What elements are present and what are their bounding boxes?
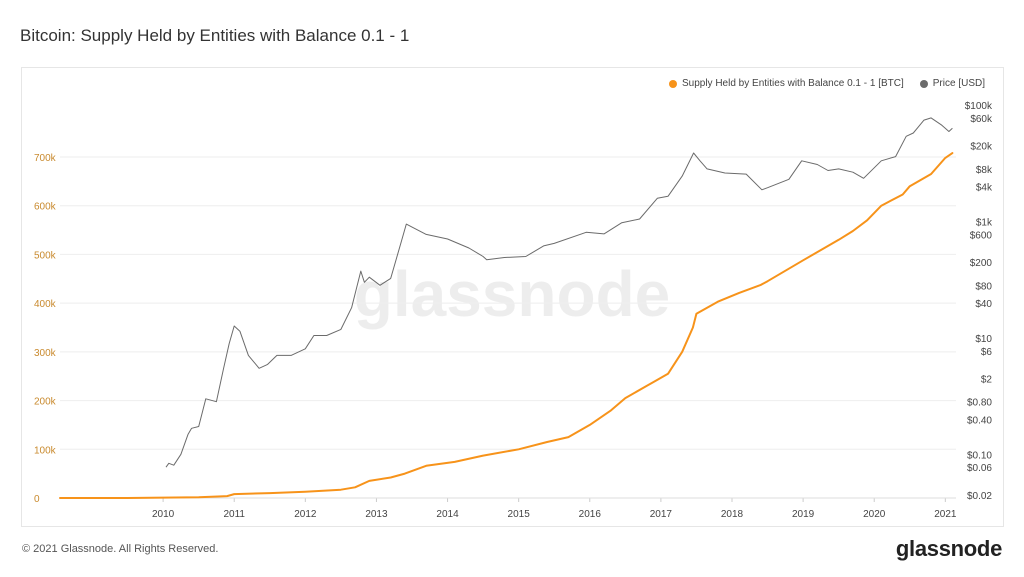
chart-panel: glassnode 0 100k 200k 300k 400k 500k 600k 700k 2…: [21, 67, 1004, 527]
y-right-tick-label: $8k: [976, 165, 993, 176]
x-tick-label: 2016: [579, 509, 602, 520]
y-left-tick-label: 700k: [34, 153, 57, 164]
y-left-tick-label: 300k: [34, 348, 57, 359]
grid-lines: [60, 156, 956, 502]
y-right-tick-label: $0.10: [967, 450, 992, 461]
y-right-tick-label: $0.80: [967, 398, 992, 409]
brand-logo: glassnode: [895, 536, 1002, 561]
y-left-tick-label: 400k: [34, 299, 57, 310]
x-tick-label: 2012: [294, 509, 317, 520]
x-tick-label: 2010: [152, 509, 175, 520]
y-right-tick-label: $10: [975, 334, 992, 345]
series-line-supply: [59, 152, 954, 499]
y-left-tick-label: 100k: [34, 445, 57, 456]
y-right-tick-label: $6: [981, 347, 993, 358]
x-tick-label: 2017: [650, 509, 673, 520]
legend-label-supply: Supply Held by Entities with Balance 0.1…: [681, 78, 904, 89]
x-tick-label: 2011: [223, 509, 245, 520]
y-left-tick-label: 0: [34, 494, 40, 505]
y-right-tick-label: $100k: [965, 101, 993, 112]
y-right-tick-label: $60k: [970, 114, 993, 125]
legend: Supply Held by Entities with Balance 0.1…: [668, 78, 985, 89]
legend-dot-supply: [668, 79, 677, 88]
x-tick-label: 2021: [934, 509, 957, 520]
x-tick-label: 2020: [863, 509, 886, 520]
y-right-tick-label: $80: [975, 281, 992, 292]
y-right-tick-label: $0.40: [967, 415, 992, 426]
chart-svg: glassnode 0 100k 200k 300k 400k 500k 600k 700k 2…: [34, 101, 993, 520]
y-right-tick-label: $1k: [976, 217, 993, 228]
y-right-tick-label: $0.02: [967, 491, 992, 502]
x-tick-label: 2018: [721, 509, 744, 520]
x-tick-label: 2013: [365, 509, 388, 520]
x-tick-label: 2014: [436, 509, 459, 520]
x-tick-label: 2015: [508, 509, 531, 520]
y-left-tick-label: 200k: [34, 397, 57, 408]
chart-title: Bitcoin: Supply Held by Entities with Ba…: [20, 26, 410, 45]
y-left-tick-label: 500k: [34, 250, 57, 261]
copyright-footer: © 2021 Glassnode. All Rights Reserved.: [22, 543, 219, 555]
series-line-price: [165, 117, 953, 468]
watermark: glassnode: [354, 258, 671, 330]
legend-item-price[interactable]: Price [USD]: [919, 78, 985, 89]
legend-label-price: Price [USD]: [932, 78, 985, 89]
y-right-tick-label: $0.06: [967, 463, 992, 474]
y-right-tick-label: $200: [970, 258, 993, 269]
y-right-tick-label: $40: [975, 299, 992, 310]
y-right-tick-label: $4k: [976, 182, 993, 193]
y-right-tick-label: $600: [970, 230, 993, 241]
x-tick-label: 2019: [792, 509, 815, 520]
y-left-tick-label: 600k: [34, 202, 57, 213]
y-right-tick-label: $20k: [970, 142, 993, 153]
legend-dot-price: [919, 79, 928, 88]
legend-item-supply[interactable]: Supply Held by Entities with Balance 0.1…: [668, 78, 904, 89]
y-right-tick-label: $2: [981, 375, 993, 386]
